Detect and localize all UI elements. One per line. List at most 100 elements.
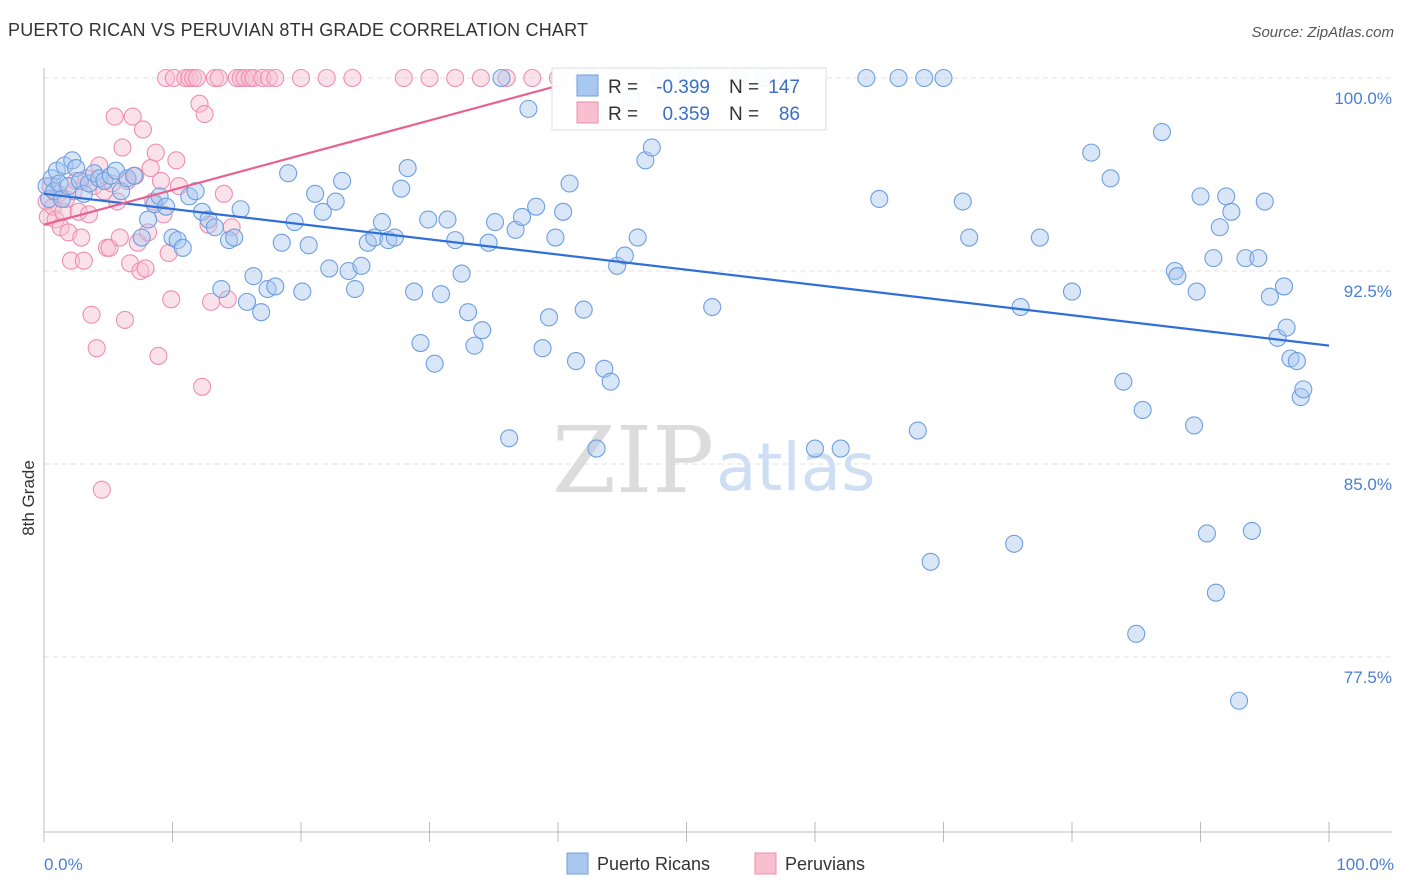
puerto-ricans-point	[1030, 228, 1049, 247]
peruvians-point	[151, 171, 170, 190]
peruvians-point	[195, 104, 214, 124]
watermark-atlas: atlas	[716, 429, 876, 506]
puerto-ricans-point	[173, 238, 192, 257]
y-tick-label-2: 92.5%	[1344, 282, 1392, 301]
peruvians-point	[187, 68, 206, 88]
puerto-ricans-points	[37, 68, 1313, 710]
puerto-ricans-point	[703, 297, 722, 317]
peruvians-point	[72, 228, 91, 247]
peruvians-point	[193, 377, 212, 396]
puerto-ricans-point	[446, 231, 465, 250]
puerto-ricans-point	[934, 68, 953, 88]
x-tick-label-1: 100.0%	[1336, 855, 1394, 874]
y-axis-label: 8th Grade	[19, 460, 38, 536]
puerto-ricans-point	[313, 202, 332, 221]
puerto-ricans-point	[1236, 249, 1255, 268]
peruvians-point	[317, 68, 336, 88]
puerto-ricans-point	[124, 166, 143, 185]
puerto-ricans-point	[252, 303, 271, 322]
puerto-ricans-point	[372, 213, 392, 232]
puerto-ricans-point	[212, 279, 231, 299]
puerto-ricans-point	[432, 285, 451, 304]
puerto-ricans-point	[79, 174, 99, 193]
puerto-ricans-point	[219, 231, 239, 250]
puerto-ricans-point	[1230, 691, 1249, 710]
puerto-ricans-point	[870, 189, 889, 208]
puerto-ricans-point	[59, 177, 78, 196]
puerto-ricans-point	[1222, 202, 1241, 221]
puerto-ricans-point	[1217, 187, 1236, 206]
puerto-ricans-trendline	[43, 192, 1330, 347]
puerto-ricans-point	[560, 174, 579, 193]
axes-layer	[43, 68, 1392, 842]
puerto-ricans-point	[205, 218, 224, 237]
peruvians-point	[253, 68, 272, 88]
chart-title: PUERTO RICAN VS PERUVIAN 8TH GRADE CORRE…	[8, 20, 589, 40]
peruvians-point	[136, 259, 155, 278]
puerto-ricans-point	[500, 429, 519, 448]
puerto-ricans-point	[392, 179, 411, 198]
peruvians-points	[37, 68, 593, 499]
stat-r-label-puerto-ricans: R =	[608, 77, 638, 98]
puerto-ricans-point	[333, 171, 352, 190]
puerto-ricans-point	[539, 308, 559, 327]
puerto-ricans-point	[1287, 352, 1306, 371]
peruvians-point	[446, 68, 465, 88]
puerto-ricans-point	[1206, 583, 1225, 602]
puerto-ricans-point	[1082, 143, 1101, 162]
puerto-ricans-point	[908, 421, 927, 440]
peruvians-point	[291, 68, 311, 88]
puerto-ricans-point	[438, 210, 457, 229]
puerto-ricans-point	[1127, 624, 1146, 643]
puerto-ricans-point	[398, 159, 417, 178]
puerto-ricans-point	[405, 282, 424, 301]
trend-layer	[43, 84, 1330, 347]
puerto-ricans-point	[628, 228, 647, 247]
puerto-ricans-point	[889, 68, 908, 88]
peruvians-point	[394, 68, 413, 88]
tick-labels: 77.5% 85.0% 92.5% 100.0% 0.0% 100.0%	[44, 89, 1394, 874]
stat-r-value-peruvians: 0.359	[662, 104, 710, 125]
puerto-ricans-point	[601, 372, 620, 391]
puerto-ricans-point	[385, 228, 404, 247]
puerto-ricans-point	[1277, 318, 1296, 337]
puerto-ricans-point	[411, 334, 430, 353]
puerto-ricans-point	[574, 300, 593, 319]
puerto-ricans-point	[90, 169, 109, 188]
puerto-ricans-point	[237, 292, 257, 311]
puerto-ricans-point	[132, 228, 151, 247]
puerto-ricans-point	[479, 233, 498, 252]
puerto-ricans-point	[1260, 287, 1279, 306]
puerto-ricans-point	[225, 228, 244, 247]
puerto-ricans-point	[857, 68, 876, 88]
stat-r-label-peruvians: R =	[608, 104, 638, 125]
puerto-ricans-point	[492, 68, 511, 88]
peruvians-point	[110, 228, 129, 247]
peruvians-point	[184, 68, 203, 88]
watermark: ZIP atlas	[552, 407, 876, 514]
peruvians-point	[133, 120, 152, 139]
peruvians-point	[115, 310, 135, 329]
y-tick-label-3: 100.0%	[1334, 89, 1392, 108]
puerto-ricans-point	[345, 279, 365, 299]
puerto-ricans-point	[953, 192, 972, 211]
y-tick-label-0: 77.5%	[1344, 668, 1392, 687]
bottom-legend-swatch-peruvians	[754, 852, 777, 875]
puerto-ricans-point	[1165, 261, 1184, 281]
peruvians-point	[157, 68, 176, 88]
peruvians-point	[214, 184, 233, 203]
puerto-ricans-point	[1168, 267, 1187, 286]
bottom-legend: Puerto Ricans Peruvians	[566, 852, 865, 875]
puerto-ricans-point	[293, 282, 312, 301]
puerto-ricans-point	[1274, 277, 1294, 296]
puerto-ricans-point	[1062, 282, 1082, 301]
puerto-ricans-point	[1187, 282, 1206, 301]
puerto-ricans-point	[465, 336, 484, 355]
peruvians-point	[74, 251, 93, 270]
puerto-ricans-point	[299, 236, 318, 255]
puerto-ricans-point	[533, 339, 552, 358]
puerto-ricans-point	[1114, 372, 1133, 391]
peruvians-point	[105, 107, 124, 126]
puerto-ricans-point	[326, 192, 345, 211]
puerto-ricans-point	[266, 277, 285, 296]
